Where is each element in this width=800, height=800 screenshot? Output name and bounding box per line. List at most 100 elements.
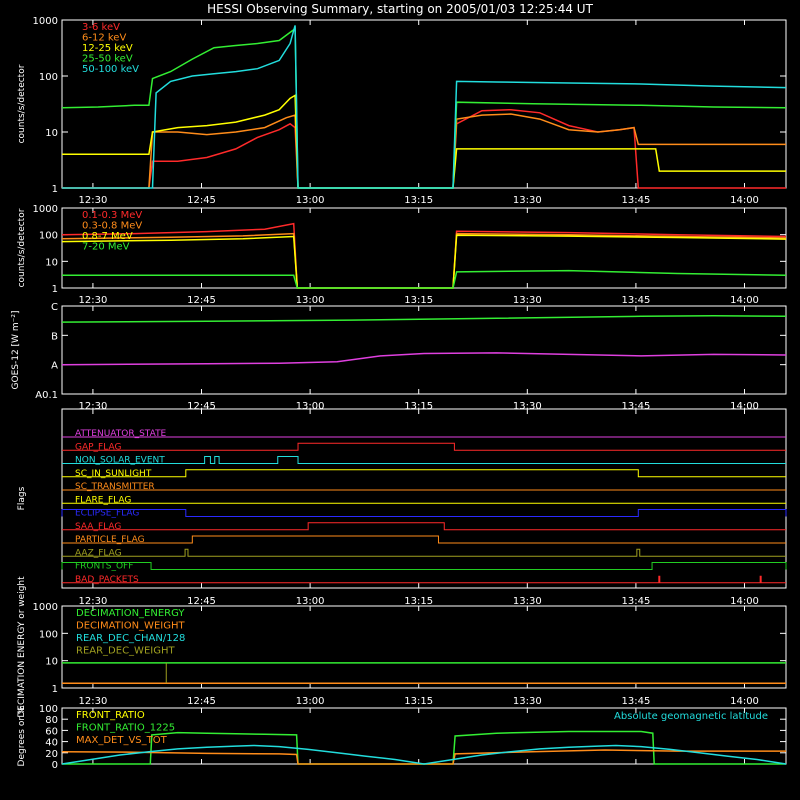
countrate-high-xtick-label: 13:45 — [622, 295, 651, 306]
countrate-high-xtick-label: 13:00 — [296, 295, 325, 306]
countrate-low-xtick-label: 13:00 — [296, 195, 325, 206]
flag-label: AAZ_FLAG — [75, 548, 122, 558]
flag-label: PARTICLE_FLAG — [75, 535, 145, 545]
decimation-legend-entry: DECIMATION_ENERGY — [76, 608, 185, 619]
countrate-high-panel: 1 10 100 1000 counts/s/detector 12:30 12:45 13:… — [17, 204, 787, 306]
ratios-ytick-label: 60 — [45, 726, 58, 737]
decimation-panel: 1 10 100 1000 DECIMATION ENERGY or weight 12:… — [17, 576, 787, 718]
ratios-ytick-label: 20 — [45, 749, 58, 760]
countrate-high-xtick-label: 14:00 — [730, 295, 759, 306]
flag-line — [62, 535, 786, 544]
countrate-high-legend-entry: 0.1-0.3 MeV — [82, 210, 142, 221]
decimation-ytick-label: 1000 — [33, 602, 58, 613]
ratios-annotation: Absolute geomagnetic latitude — [614, 711, 768, 722]
decimation-xtick-label: 13:15 — [404, 696, 433, 707]
flags-ylabel: Flags — [17, 486, 27, 510]
countrate-low-xtick-label: 12:30 — [79, 195, 108, 206]
flag-label: FLARE_FLAG — [75, 495, 131, 505]
countrate-high-series-line — [61, 232, 787, 289]
countrate-low-xtick-label: 13:45 — [622, 195, 651, 206]
countrate-high-series-line — [61, 222, 787, 289]
countrate-high-ytick-label: 10 — [45, 257, 58, 268]
flag-label: ECLIPSE_FLAG — [75, 509, 139, 519]
flag-line — [62, 522, 786, 531]
ratios-series-line — [62, 730, 786, 765]
goes-xtick-label: 13:45 — [622, 401, 651, 412]
decimation-frame — [61, 605, 787, 689]
flags-xtick-label: 14:00 — [730, 596, 759, 607]
flag-line — [62, 456, 786, 464]
decimation-legend-entry: DECIMATION_WEIGHT — [76, 621, 185, 632]
ratios-legend-entry: FRONT_RATIO_1225 — [76, 723, 175, 734]
flags-xtick-label: 13:00 — [296, 596, 325, 607]
countrate-low-ytick-label: 100 — [39, 72, 58, 83]
flag-label: FRONTS_OFF — [75, 562, 133, 572]
countrate-low-panel: 1 10 100 1000 counts/s/detector 12:30 12:45 13:… — [17, 16, 787, 206]
decimation-xtick-label: 13:45 — [622, 696, 651, 707]
flags-frame — [61, 408, 787, 589]
goes-series-line — [61, 314, 787, 323]
decimation-ylabel: DECIMATION ENERGY or weight — [17, 576, 27, 718]
countrate-low-legend-entry: 6-12 keV — [82, 33, 126, 44]
goes-ytick-label: A — [51, 361, 58, 372]
countrate-low-frame — [61, 19, 787, 189]
ratios-series-line — [61, 744, 787, 765]
flags-xtick-label: 13:30 — [513, 596, 542, 607]
countrate-low-legend-entry: 3-6 keV — [82, 22, 120, 33]
goes-xtick-label: 13:30 — [513, 401, 542, 412]
flags-panel: Flags 12:30 12:45 13:00 13:15 13:30 13:45 14:00… — [17, 408, 787, 607]
flag-line — [61, 562, 787, 570]
flag-label: NON_SOLAR_EVENT — [75, 456, 165, 466]
countrate-high-ylabel: counts/s/detector — [17, 208, 27, 287]
countrate-high-legend-entry: 0.8-7 MeV — [82, 231, 133, 242]
countrate-low-xtick-label: 14:00 — [730, 195, 759, 206]
goes-ylabel: GOES-12 [W m⁻²] — [11, 311, 21, 390]
countrate-low-xtick-label: 12:45 — [187, 195, 216, 206]
decimation-ytick-label: 10 — [45, 657, 58, 668]
ratios-ytick-label: 100 — [39, 704, 58, 715]
countrate-low-ytick-label: 1 — [52, 184, 58, 195]
countrate-high-xtick-label: 12:45 — [187, 295, 216, 306]
goes-xtick-label: 12:30 — [79, 401, 108, 412]
countrate-low-series-line — [62, 94, 786, 189]
flag-label: GAP_FLAG — [75, 442, 121, 452]
goes-xtick-label: 12:45 — [187, 401, 216, 412]
decimation-xtick-label: 13:00 — [296, 696, 325, 707]
ratios-ylabel: Degrees or % — [17, 705, 27, 766]
countrate-low-series-line — [62, 108, 786, 189]
countrate-low-ytick-label: 10 — [45, 128, 58, 139]
goes-ytick-label: B — [51, 331, 58, 342]
goes-panel: A0.1 A B C GOES-12 [W m⁻²] 12:30 12:45 13:00 13:… — [11, 302, 787, 412]
countrate-low-legend-entry: 12-25 keV — [82, 43, 133, 54]
countrate-low-legend-entry: 50-100 keV — [82, 64, 139, 75]
decimation-legend-entry: REAR_DEC_CHAN/128 — [76, 633, 185, 644]
flag-label: SAA_FLAG — [75, 522, 121, 532]
ratios-legend-entry: FRONT_RATIO — [76, 710, 145, 721]
chart-title: HESSI Observing Summary, starting on 200… — [207, 2, 593, 16]
flags-xtick-label: 13:45 — [622, 596, 651, 607]
countrate-low-xtick-label: 13:30 — [513, 195, 542, 206]
countrate-high-xtick-label: 13:15 — [404, 295, 433, 306]
flags-xtick-label: 12:45 — [187, 596, 216, 607]
decimation-xtick-label: 12:45 — [187, 696, 216, 707]
flag-line — [62, 442, 786, 451]
countrate-low-series-line — [62, 25, 787, 189]
countrate-high-ytick-label: 1000 — [33, 204, 58, 215]
flag-line — [61, 509, 787, 517]
goes-ytick-label: C — [51, 302, 58, 313]
goes-xtick-label: 13:15 — [404, 401, 433, 412]
countrate-low-xtick-label: 13:15 — [404, 195, 433, 206]
ratios-ytick-label: 0 — [52, 760, 58, 771]
decimation-legend-entry: REAR_DEC_WEIGHT — [76, 646, 175, 657]
countrate-high-xtick-label: 12:30 — [79, 295, 108, 306]
goes-xtick-label: 13:00 — [296, 401, 325, 412]
decimation-xtick-label: 14:00 — [730, 696, 759, 707]
countrate-low-series-line — [62, 113, 786, 189]
countrate-high-xtick-label: 13:30 — [513, 295, 542, 306]
flag-label: SC_IN_SUNLIGHT — [75, 469, 152, 479]
decimation-ytick-label: 1 — [52, 684, 58, 695]
countrate-high-ytick-label: 1 — [52, 284, 58, 295]
decimation-ytick-label: 100 — [39, 629, 58, 640]
flag-label: BAD_PACKETS — [75, 575, 139, 585]
